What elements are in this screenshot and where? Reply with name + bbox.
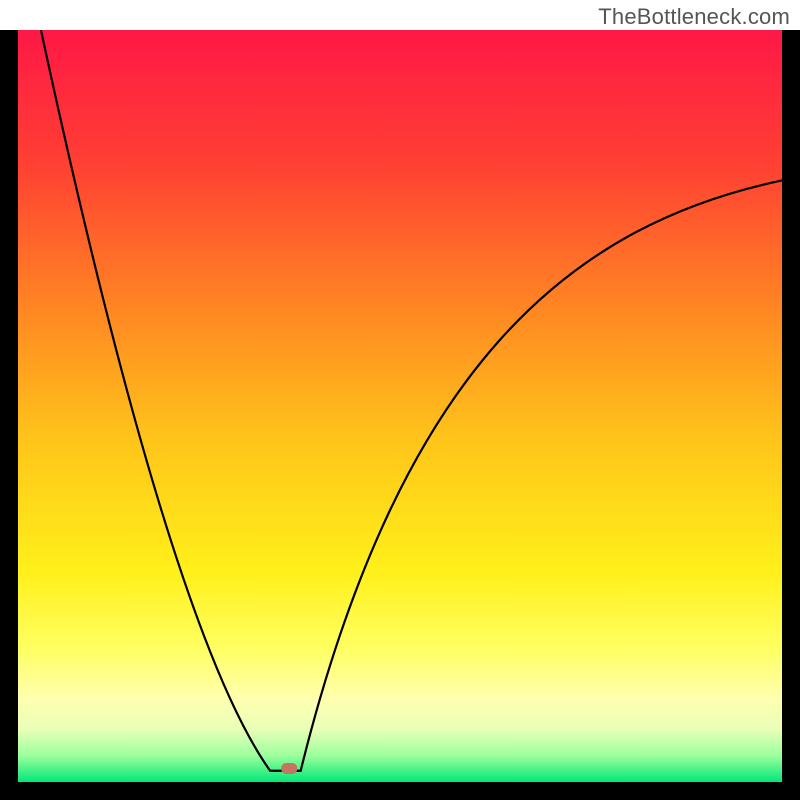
chart-svg (0, 0, 800, 800)
plot-background (18, 30, 782, 782)
watermark-label: TheBottleneck.com (598, 4, 790, 30)
optimal-marker (281, 763, 297, 774)
bottleneck-chart: TheBottleneck.com (0, 0, 800, 800)
